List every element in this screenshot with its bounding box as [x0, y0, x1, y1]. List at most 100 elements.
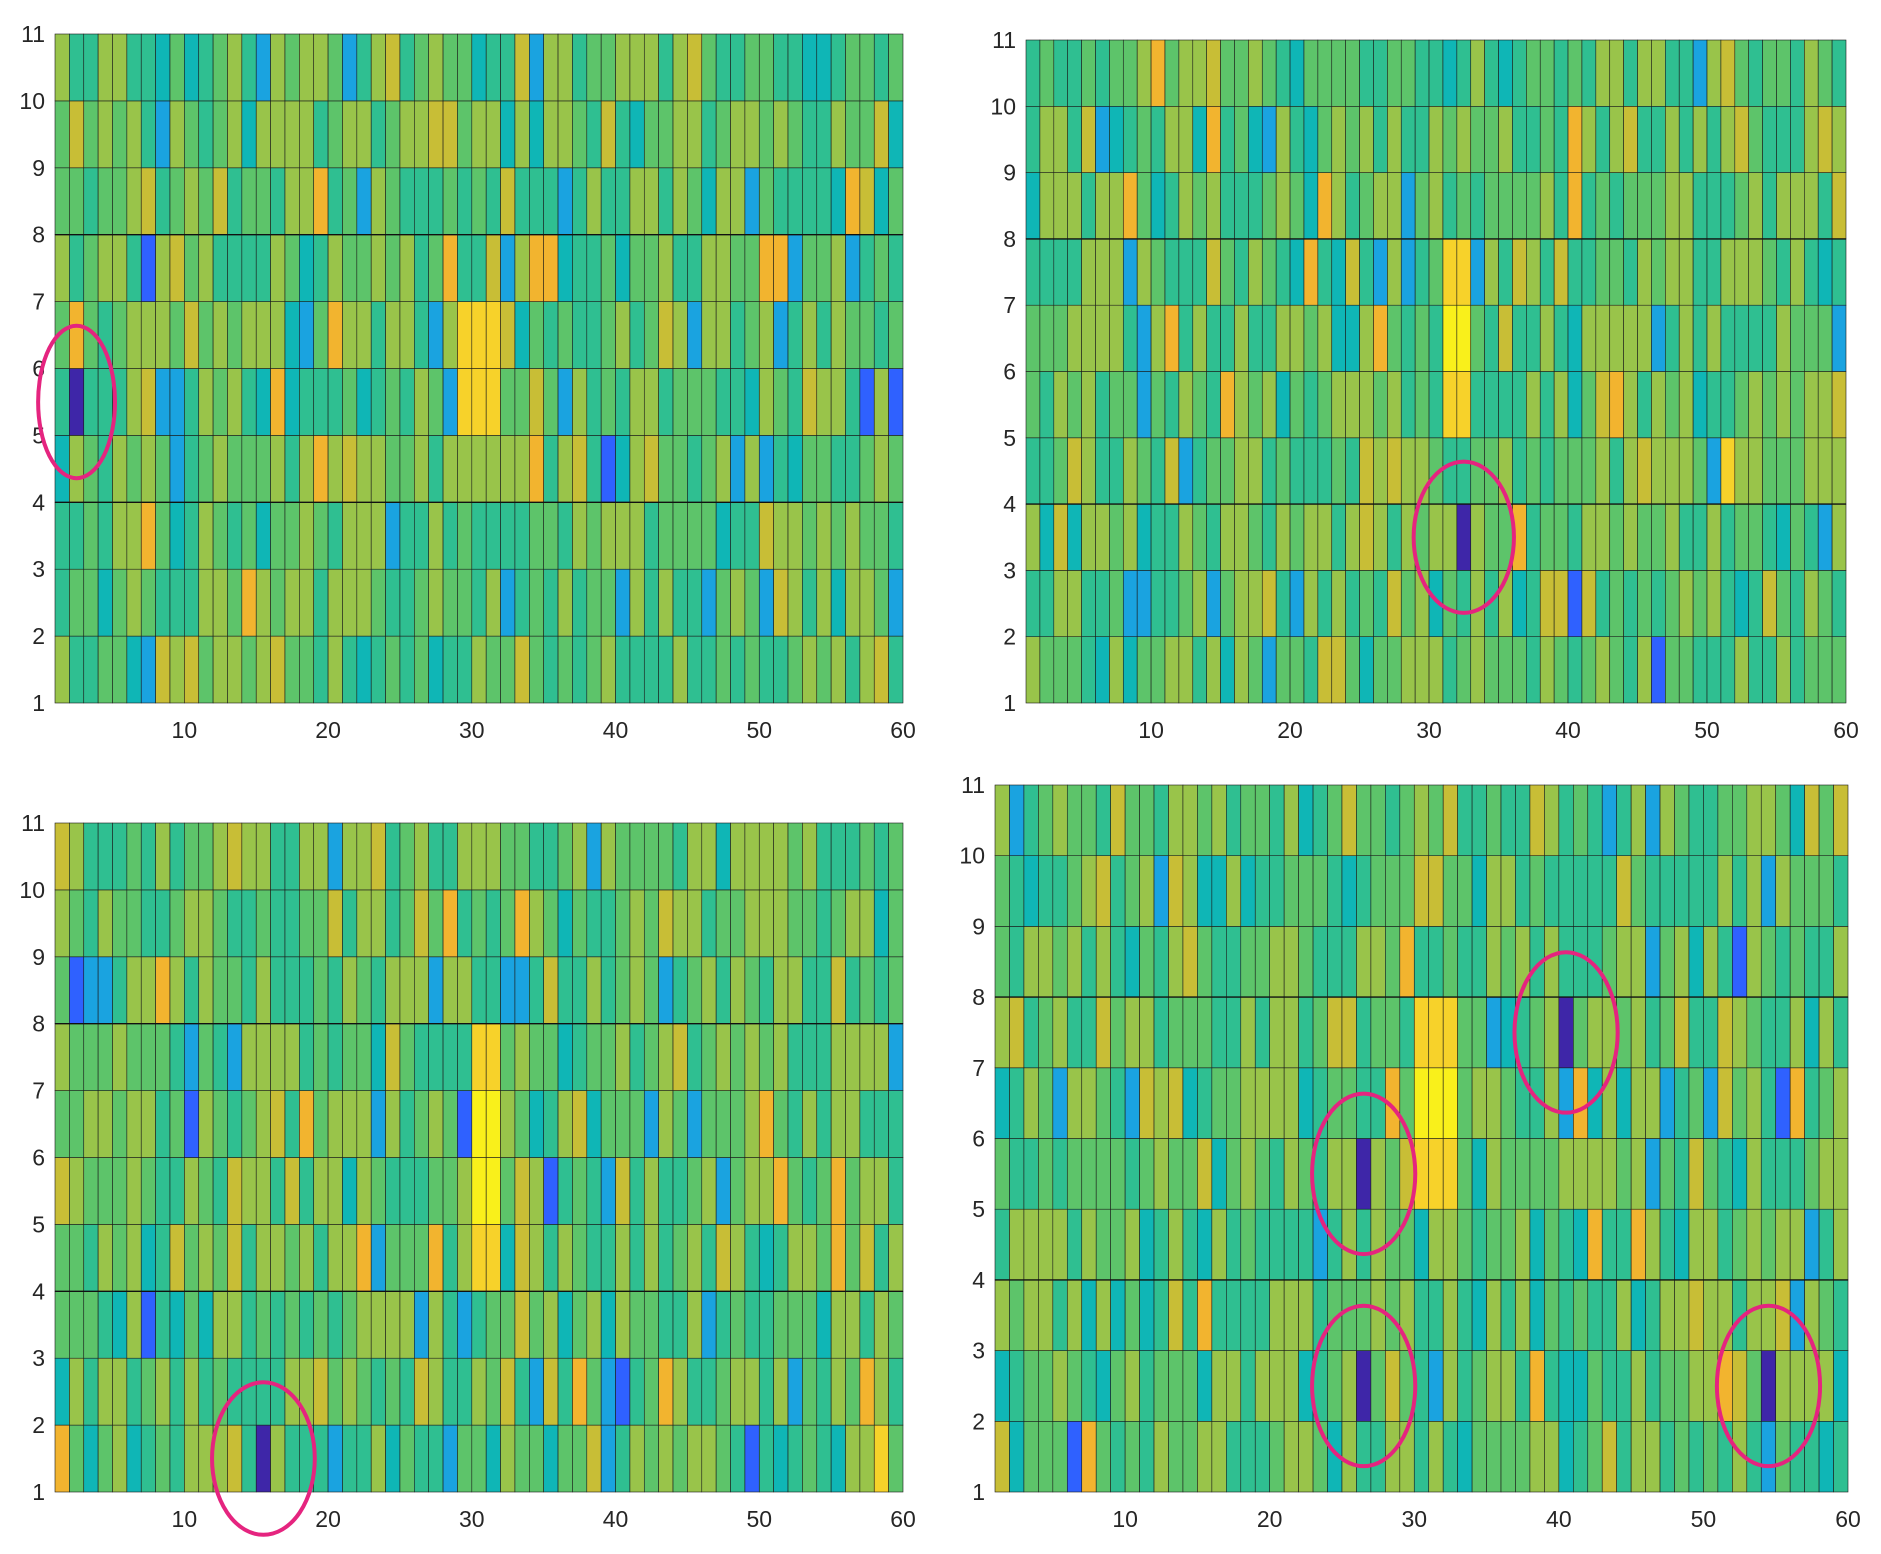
heatmap-cell — [615, 1424, 631, 1493]
heatmap-cell — [299, 167, 315, 236]
heatmap-cell — [1833, 926, 1849, 998]
heatmap-cell — [1544, 1208, 1560, 1281]
heatmap-cell — [112, 1290, 128, 1359]
heatmap-cell — [1734, 106, 1750, 173]
heatmap-cell — [586, 956, 602, 1025]
heatmap-cell — [802, 1090, 818, 1158]
heatmap-cell — [140, 635, 156, 704]
heatmap-cell — [1831, 437, 1847, 505]
heatmap-cell — [1067, 636, 1082, 704]
heatmap-cell — [1609, 106, 1624, 173]
heatmap-cell — [1790, 238, 1805, 306]
heatmap-cell — [615, 568, 631, 637]
heatmap-cell — [1595, 304, 1611, 372]
heatmap-cell — [1645, 996, 1661, 1069]
heatmap-cell — [1732, 996, 1748, 1069]
heatmap-cell — [1456, 437, 1472, 505]
y-tick-label: 6 — [32, 1145, 45, 1171]
heatmap-cell — [1023, 1067, 1039, 1139]
heatmap-cell — [97, 1424, 113, 1493]
heatmap-cell — [629, 1357, 645, 1426]
heatmap-cell — [500, 1157, 516, 1225]
heatmap-cell — [1746, 1067, 1762, 1139]
heatmap-cell — [428, 1157, 444, 1225]
heatmap-cell — [299, 33, 315, 102]
heatmap-cell — [1192, 39, 1207, 107]
heatmap-cell — [687, 435, 703, 503]
heatmap-cell — [54, 1290, 70, 1359]
heatmap-cell — [270, 1290, 286, 1359]
heatmap-cell — [112, 301, 128, 369]
heatmap-cell — [1688, 926, 1704, 998]
heatmap-cell — [744, 822, 760, 891]
heatmap-cell — [1456, 172, 1472, 240]
heatmap-cell — [888, 1090, 904, 1158]
heatmap-cell — [184, 1357, 200, 1426]
heatmap-cell — [1039, 106, 1055, 173]
heatmap-cell — [873, 889, 889, 958]
heatmap-cell — [1081, 1067, 1097, 1139]
heatmap-cell — [1746, 1350, 1762, 1422]
y-tick-label: 10 — [990, 93, 1016, 119]
heatmap-cell — [385, 234, 401, 302]
heatmap-cell — [241, 501, 257, 570]
heatmap-cell — [1544, 1420, 1560, 1493]
heatmap-cell — [1385, 784, 1401, 856]
heatmap-cell — [1817, 570, 1833, 638]
heatmap-cell — [1760, 855, 1777, 927]
heatmap-cell — [83, 635, 99, 704]
heatmap-cell — [97, 301, 113, 369]
heatmap-cell — [1136, 238, 1152, 306]
heatmap-cell — [994, 1350, 1010, 1422]
heatmap-cell — [1515, 1420, 1531, 1493]
heatmap-cell — [643, 1357, 659, 1426]
heatmap-cell — [1748, 304, 1763, 372]
heatmap-cell — [1471, 996, 1487, 1069]
heatmap-cell — [399, 100, 415, 169]
heatmap-cell — [1303, 238, 1319, 306]
heatmap-cell — [1341, 1279, 1357, 1351]
y-tick-label: 11 — [21, 21, 45, 47]
heatmap-cell — [1645, 1279, 1661, 1351]
heatmap-cell — [830, 568, 846, 637]
heatmap-cell — [485, 1290, 501, 1359]
heatmap-cell — [529, 435, 544, 503]
heatmap-cell — [658, 435, 674, 503]
heatmap-cell — [859, 635, 875, 704]
heatmap-cell — [1387, 172, 1402, 240]
heatmap-cell — [1665, 39, 1680, 107]
heatmap-cell — [1470, 106, 1485, 173]
heatmap-cell — [1312, 855, 1328, 927]
heatmap-cell — [1762, 437, 1777, 505]
heatmap-cell — [830, 234, 846, 302]
heatmap-cell — [270, 368, 286, 436]
heatmap-cell — [1567, 437, 1583, 505]
heatmap-cell — [112, 1023, 128, 1091]
y-tick-label: 8 — [32, 222, 45, 248]
heatmap-cell — [241, 301, 257, 369]
heatmap-cell — [1317, 106, 1333, 173]
heatmap-cell — [615, 1290, 631, 1359]
heatmap-cell — [485, 635, 501, 704]
heatmap-cell — [1164, 304, 1180, 372]
heatmap-cell — [1659, 855, 1675, 927]
heatmap-cell — [313, 635, 329, 704]
heatmap-cell — [69, 1424, 85, 1493]
heatmap-cell — [97, 1090, 113, 1158]
heatmap-cell — [1400, 106, 1416, 173]
heatmap-cell — [802, 822, 818, 891]
heatmap-cell — [1327, 1138, 1343, 1210]
y-tick-label: 7 — [32, 1078, 45, 1104]
heatmap-cell — [327, 1424, 343, 1493]
heatmap-cell — [1413, 996, 1430, 1069]
heatmap-cell — [1818, 1279, 1834, 1351]
heatmap-cell — [586, 234, 602, 302]
heatmap-cell — [1498, 39, 1513, 107]
heatmap-cell — [1456, 238, 1472, 306]
heatmap-cell — [744, 1023, 760, 1091]
heatmap-cell — [1498, 636, 1513, 704]
heatmap-cell — [442, 234, 458, 302]
heatmap-cell — [1283, 1208, 1299, 1281]
heatmap-cell — [859, 234, 875, 302]
heatmap-cell — [1526, 39, 1541, 107]
